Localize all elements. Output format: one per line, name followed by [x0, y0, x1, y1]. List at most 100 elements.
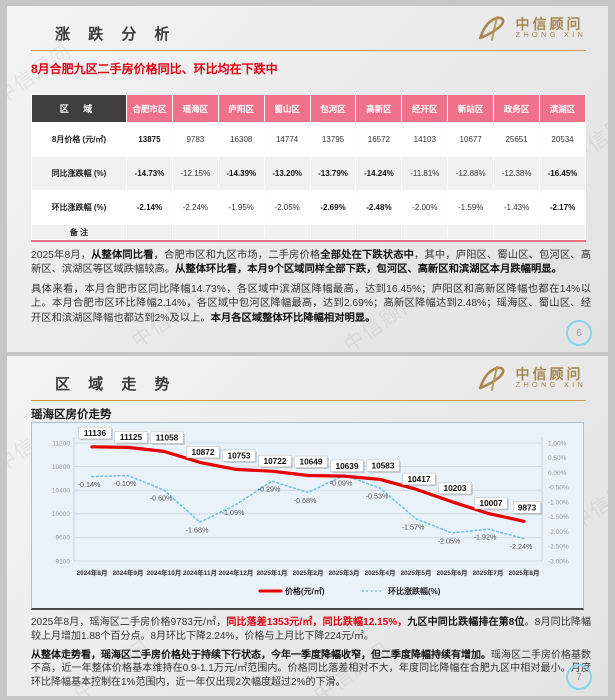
price-data-label: 11136: [84, 428, 107, 438]
text-segment: 全部处在下跌状态中: [320, 250, 415, 261]
text-segment: 瑶海区二手房价格基数不高，近一年整体价格基本维持在0.9-1.1万元/㎡范围内。…: [31, 649, 591, 689]
brand-name-cn: 中信顾问: [515, 365, 584, 382]
table-cell: [402, 225, 448, 239]
table-cell: [540, 225, 585, 239]
price-line-series: [90, 445, 526, 523]
table-column-header: 滨湖区: [540, 95, 585, 122]
table-cell: [356, 225, 402, 239]
table-row-label: 8月价格 (元/㎡): [32, 123, 126, 156]
table-cell: 20534: [540, 123, 585, 156]
x-axis-tick: 2024年9月: [112, 568, 143, 577]
table-column-header: 高新区: [356, 95, 402, 122]
district-price-table: 区 域合肥市区 瑶海区 庐阳区 蜀山区 包河区 高新区 经开区 新站区 政务区 滨湖区 8月价格 (…: [31, 94, 586, 240]
y-axis-tick-right: -1.50%: [548, 514, 569, 521]
text-segment: ，: [236, 264, 248, 276]
table-cell: -13.79%: [310, 157, 356, 190]
y-axis-tick-left: 9600: [56, 535, 71, 542]
table-cell: -12.15%: [172, 157, 218, 190]
table-cell: 13875: [127, 123, 172, 156]
price-data-label: 10722: [263, 456, 286, 466]
y-axis-tick-right: -2.00%: [548, 529, 569, 536]
text-segment: 具体来看，本月合肥市区同比降幅14.73%，各区域中滨湖区降幅最高，达到16.4…: [31, 283, 591, 324]
y-axis-tick-right: 0.00%: [548, 470, 567, 477]
y-axis-tick-right: 0.50%: [548, 455, 567, 462]
text-segment: 从整体走势看，瑶海区二手房价格处于持续下行状态，今年一季度降幅收窄，但二季度降幅…: [31, 649, 491, 661]
mom-data-label: -0.68%: [294, 496, 317, 505]
price-label-box: [150, 431, 184, 444]
price-label-box: [78, 426, 112, 440]
table-cell: -1.95%: [218, 191, 264, 224]
brand-logo: 中信顾问 ZHONG XIN: [477, 14, 586, 42]
price-data-label: 10203: [443, 483, 466, 493]
x-axis-tick: 2024年11月: [183, 568, 217, 577]
table-row-label: 备 注: [32, 225, 126, 239]
table-cell: -2.69%: [310, 191, 356, 224]
text-segment: 九区中同比跌幅排在第8位: [407, 617, 525, 628]
table-cell: -2.05%: [264, 191, 310, 224]
chart-title: 瑶海区房价走势: [31, 409, 112, 421]
price-label-box: [512, 501, 541, 514]
slide-title: 区 域 走 势: [55, 376, 177, 393]
y-axis-tick-left: 10800: [52, 464, 70, 471]
table-cell: -2.00%: [402, 191, 448, 224]
x-axis-tick: 2025年2月: [292, 568, 323, 577]
y-axis-tick-right: 1.00%: [548, 440, 567, 447]
text-segment: 从整体同比看: [91, 250, 154, 261]
price-label-box: [402, 472, 436, 485]
table-cell: [310, 225, 356, 239]
x-axis-tick: 2025年6月: [436, 568, 467, 577]
price-label-box: [186, 446, 220, 459]
price-label-box: [114, 431, 148, 444]
table-cell: [494, 225, 540, 239]
price-data-label: 10872: [191, 447, 214, 457]
table-cell: -1.59%: [448, 191, 494, 224]
mom-data-label: -0.09%: [330, 479, 353, 488]
paragraph: 具体来看，本月合肥市区同比降幅14.73%，各区域中滨湖区降幅最高，达到16.4…: [31, 283, 591, 326]
brand-name-cn: 中信顾问: [515, 15, 584, 32]
price-label-box: [330, 459, 364, 472]
table-cell: 16572: [356, 123, 402, 156]
y-axis-tick-left: 9200: [56, 558, 71, 565]
price-data-label: 10649: [299, 457, 322, 467]
y-axis-tick-right: -2.50%: [548, 544, 569, 551]
table-cell: [448, 225, 494, 239]
table-cell: 13795: [310, 123, 356, 156]
table-row-label: 同比涨跌幅 (%): [32, 157, 126, 190]
table-cell: 16308: [218, 123, 264, 156]
table-cell: -12.38%: [494, 157, 540, 190]
x-axis-tick: 2025年3月: [328, 568, 359, 577]
x-axis-tick: 2025年1月: [256, 568, 287, 577]
text-segment: 从整体环比看: [175, 264, 237, 276]
y-axis-tick-right: -0.50%: [548, 485, 569, 492]
table-cell: -14.39%: [218, 157, 264, 190]
table-cell: -1.43%: [494, 191, 540, 224]
price-label-box: [474, 497, 508, 510]
text-segment: ，其中，庐阳区、蜀山区、包河区、高新区、滨湖区等区域跌幅较高。: [31, 250, 592, 276]
price-data-label: 9873: [518, 502, 537, 512]
trend-chart-panel: 11200 10800 10400 10000 9600 9200 1.00% 0.50% 0.…: [31, 422, 584, 610]
table-cell: 25651: [494, 123, 540, 156]
x-axis-tick: 2024年10月: [147, 568, 182, 577]
analysis-text: 2025年8月，从整体同比看，合肥市区和九区市场，二手房价格全部处在下跌状态中，…: [31, 249, 591, 331]
y-axis-tick-left: 10000: [52, 511, 70, 518]
table-column-header: 蜀山区: [264, 95, 310, 122]
table-row-label: 环比涨跌幅 (%): [32, 191, 126, 224]
mom-data-label: -0.10%: [114, 479, 137, 488]
mom-data-label: -1.57%: [402, 522, 425, 531]
table-cell: [172, 225, 218, 239]
mom-data-label: -1.68%: [186, 526, 209, 535]
slide-price-change-analysis: 中信顾问 中信顾问 中信顾问 中信顾问 中信顾问 中信顾问 中信顾问 涨 跌 分…: [7, 6, 608, 352]
x-axis-tick: 2024年12月: [219, 568, 254, 577]
mom-data-label: -1.92%: [474, 533, 497, 542]
price-data-label: 10639: [335, 461, 358, 471]
table-cell: [218, 225, 264, 239]
table-cell: -14.24%: [356, 157, 402, 190]
price-table-wrap: 区 域合肥市区 瑶海区 庐阳区 蜀山区 包河区 高新区 经开区 新站区 政务区 滨湖区 8月价格 (…: [31, 94, 586, 242]
table-corner-header: 区 域: [32, 95, 126, 122]
paragraph: 2025年8月，瑶海区二手房价格9783元/㎡，同比落差1353元/㎡，同比跌幅…: [31, 616, 591, 644]
x-axis-tick: 2025年7月: [472, 568, 503, 577]
text-segment: ，包河区、高新区和滨湖区本月跌幅明显。: [366, 264, 562, 276]
x-axis-tick: 2024年8月: [76, 568, 107, 577]
table-column-header: 经开区: [402, 95, 448, 122]
table-cell: 9783: [172, 123, 218, 156]
